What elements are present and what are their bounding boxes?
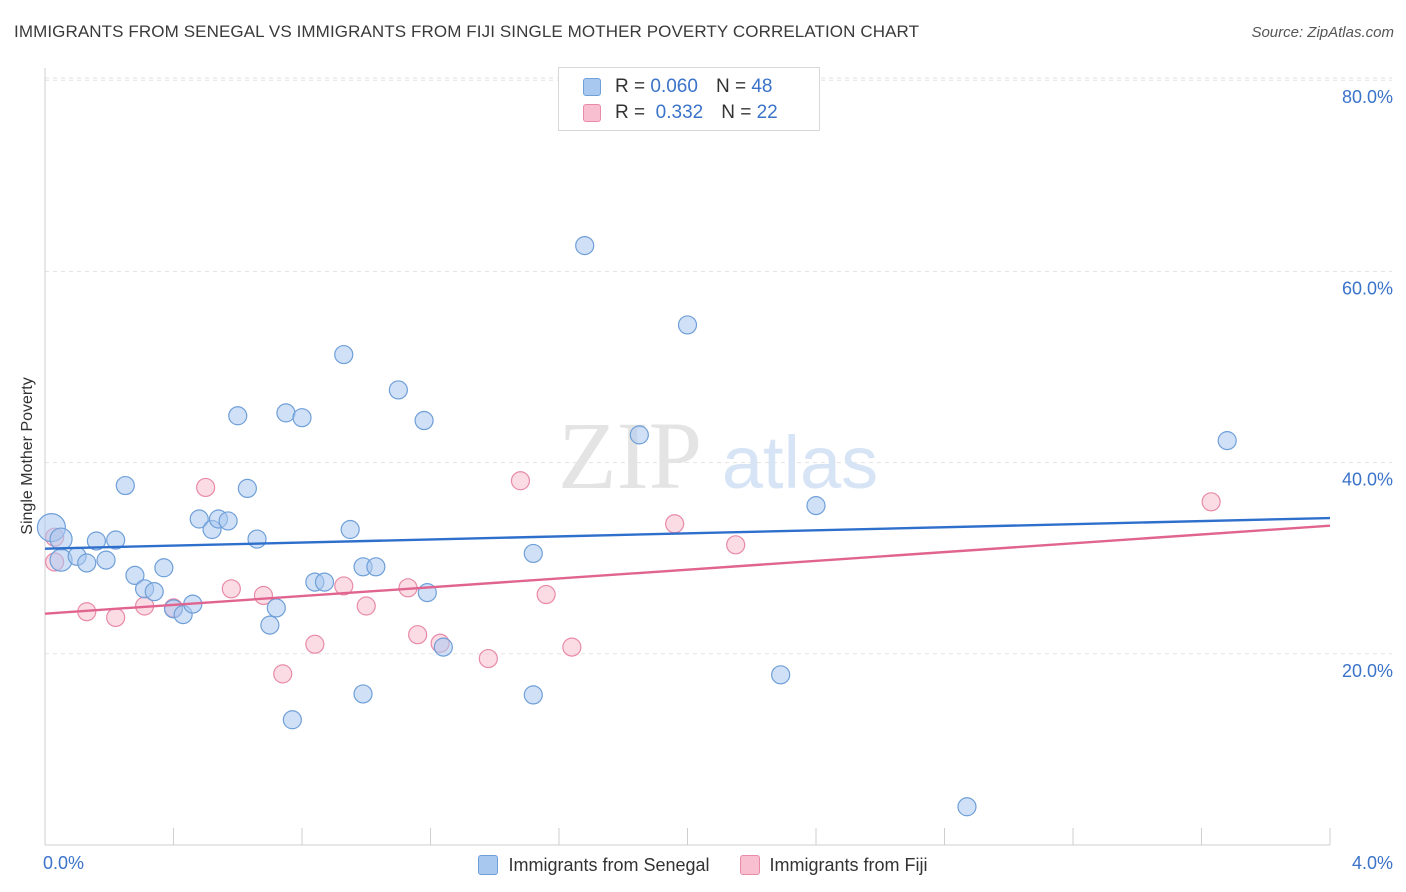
senegal-point <box>388 380 408 400</box>
r-value: 0.332 <box>655 102 704 123</box>
senegal-point <box>314 572 335 592</box>
fiji-point <box>305 634 325 654</box>
fiji-point <box>726 535 746 555</box>
senegal-point <box>247 529 267 549</box>
legend-label-fiji: Immigrants from Fiji <box>769 854 928 875</box>
watermark-atlas: atlas <box>722 421 878 504</box>
fiji-point <box>106 607 126 628</box>
tick-labels: 20.0% 40.0% 60.0% 80.0% 0.0% 4.0% <box>43 87 1393 873</box>
fiji-point <box>356 596 376 616</box>
fiji-swatch <box>583 104 601 122</box>
x-tick-label-min: 0.0% <box>43 853 84 873</box>
trend-lines <box>44 516 1331 615</box>
senegal-point <box>353 684 373 704</box>
senegal-point <box>144 582 164 602</box>
y-tick-label: 20.0% <box>1342 661 1393 681</box>
senegal-point <box>523 685 543 705</box>
fiji-point <box>510 471 531 491</box>
n-label: N = <box>721 102 752 123</box>
n-label: N = <box>715 76 747 97</box>
senegal-point <box>340 519 360 540</box>
senegal-point <box>282 710 302 730</box>
fiji-point <box>1201 492 1221 512</box>
senegal-point <box>1217 431 1237 451</box>
senegal-point <box>771 665 791 685</box>
fiji-legend-swatch <box>739 855 760 875</box>
fiji-point <box>562 637 582 657</box>
senegal-point <box>266 598 286 618</box>
chart-title: IMMIGRANTS FROM SENEGAL VS IMMIGRANTS FR… <box>14 22 920 41</box>
fiji-trend-line <box>44 524 1331 615</box>
data-points <box>36 235 1237 817</box>
y-tick-label: 80.0% <box>1342 87 1393 107</box>
senegal-point <box>189 509 209 529</box>
fiji-point <box>408 625 428 645</box>
fiji-point <box>221 579 241 599</box>
senegal-trend-line <box>44 516 1331 550</box>
legend-label-senegal: Immigrants from Senegal <box>508 854 710 875</box>
senegal-point <box>523 543 543 564</box>
y-tick-label: 40.0% <box>1342 470 1393 490</box>
fiji-point <box>665 514 685 534</box>
legend-row-fiji: R = 0.332 N = 22 <box>583 100 778 126</box>
r-label: R = <box>615 102 646 123</box>
senegal-point <box>575 235 595 256</box>
watermark: ZIP atlas <box>558 402 878 509</box>
senegal-point <box>677 315 698 335</box>
series-legend: Immigrants from Senegal Immigrants from … <box>0 852 1406 878</box>
fiji-point <box>196 477 216 498</box>
correlation-legend: R = 0.060 N = 48 R = 0.332 N = 22 <box>558 67 820 131</box>
legend-item-senegal: Immigrants from Senegal <box>478 854 710 876</box>
watermark-zip: ZIP <box>558 402 702 509</box>
senegal-point <box>125 565 145 586</box>
senegal-point <box>366 557 386 577</box>
senegal-swatch <box>583 78 601 96</box>
senegal-point <box>292 408 312 428</box>
y-tick-label: 60.0% <box>1342 278 1393 298</box>
n-value: 22 <box>756 102 778 123</box>
senegal-point <box>86 531 107 551</box>
source-label: Source: ZipAtlas.com <box>1251 24 1394 41</box>
fiji-point <box>536 584 556 605</box>
legend-item-fiji: Immigrants from Fiji <box>739 854 928 876</box>
senegal-point <box>49 527 73 551</box>
senegal-point <box>276 403 296 423</box>
senegal-legend-swatch <box>478 855 499 875</box>
r-label: R = <box>615 76 646 97</box>
senegal-point <box>228 406 248 426</box>
senegal-point <box>957 797 977 817</box>
senegal-point <box>237 478 257 499</box>
senegal-point <box>806 496 826 516</box>
y-axis-label: Single Mother Poverty <box>19 377 36 535</box>
senegal-point <box>106 530 126 550</box>
senegal-point <box>154 558 174 578</box>
senegal-point <box>77 553 97 573</box>
x-tick-label-max: 4.0% <box>1352 853 1393 873</box>
senegal-point <box>334 344 354 365</box>
senegal-point <box>96 550 116 570</box>
fiji-point <box>334 576 354 596</box>
legend-row-senegal: R = 0.060 N = 48 <box>583 74 772 100</box>
fiji-point <box>478 648 498 669</box>
senegal-point <box>629 425 649 445</box>
senegal-point <box>433 637 453 657</box>
senegal-point <box>260 615 280 635</box>
fiji-point <box>273 664 293 684</box>
senegal-point <box>115 475 135 496</box>
r-value: 0.060 <box>650 76 698 97</box>
senegal-point <box>218 511 238 531</box>
axes <box>44 68 1331 846</box>
n-value: 48 <box>751 76 773 97</box>
senegal-point <box>414 410 434 431</box>
